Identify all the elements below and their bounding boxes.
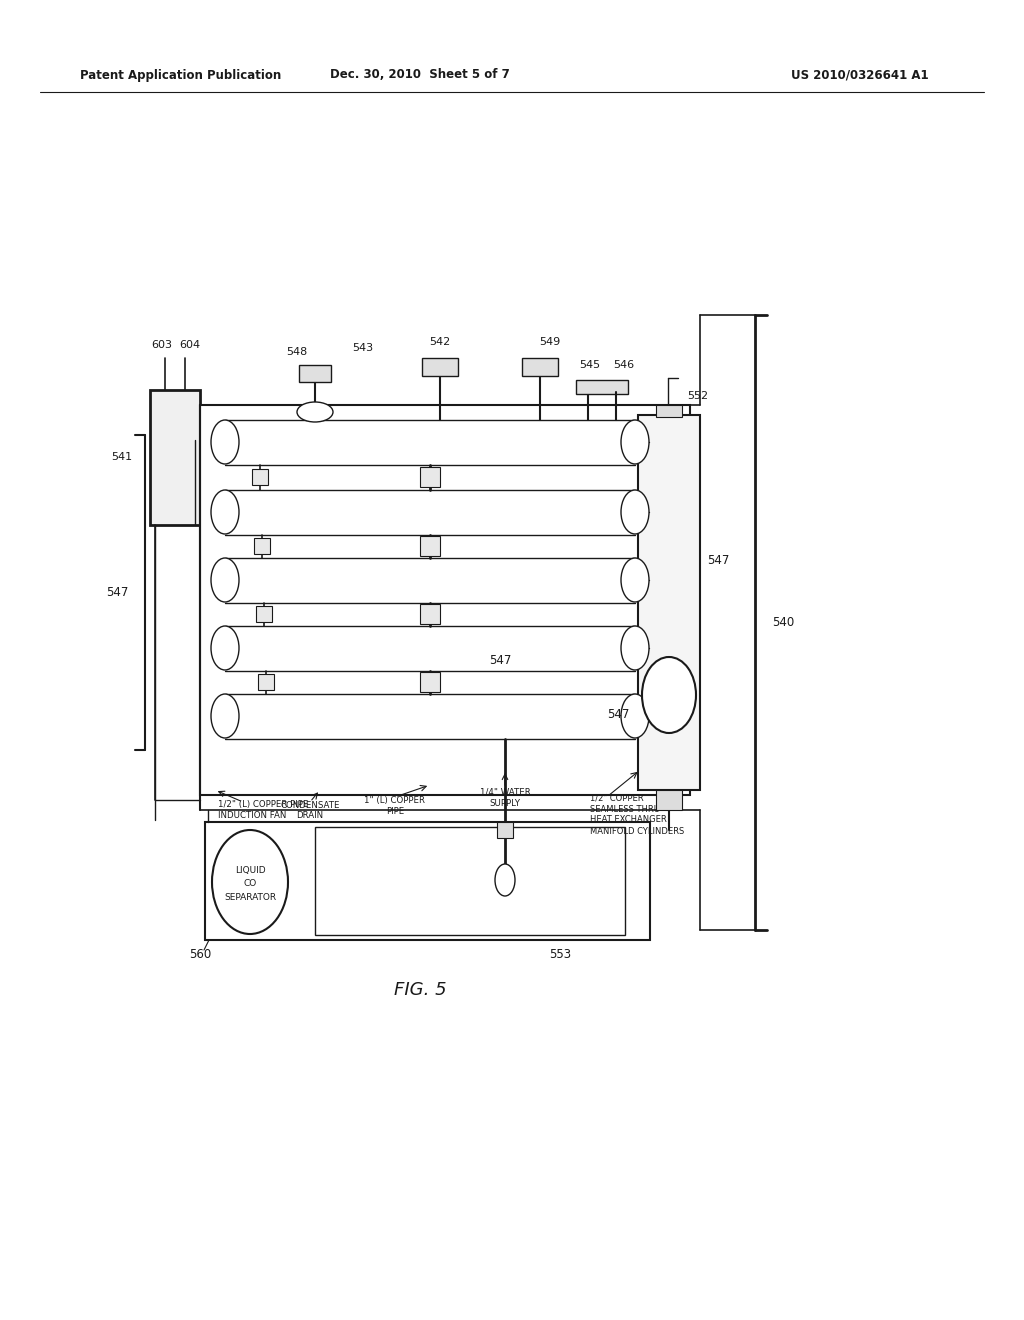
Bar: [299, 366, 331, 381]
Ellipse shape: [211, 490, 239, 535]
Bar: [422, 358, 458, 376]
Text: Patent Application Publication: Patent Application Publication: [80, 69, 282, 82]
Ellipse shape: [212, 830, 288, 935]
Text: INDUCTION FAN: INDUCTION FAN: [218, 812, 287, 821]
Text: 603: 603: [152, 341, 172, 350]
Bar: [497, 822, 513, 838]
Ellipse shape: [621, 694, 649, 738]
Text: DRAIN: DRAIN: [296, 812, 324, 821]
Ellipse shape: [621, 558, 649, 602]
Text: 547: 547: [488, 653, 511, 667]
Ellipse shape: [211, 694, 239, 738]
Text: 542: 542: [429, 337, 451, 347]
Ellipse shape: [621, 626, 649, 671]
Ellipse shape: [495, 865, 515, 896]
Text: 545: 545: [580, 360, 600, 370]
Text: FIG. 5: FIG. 5: [393, 981, 446, 999]
Bar: [638, 414, 700, 789]
Bar: [256, 606, 272, 622]
Text: 547: 547: [607, 709, 629, 722]
Ellipse shape: [211, 420, 239, 465]
Text: SUPPLY: SUPPLY: [489, 799, 520, 808]
Text: SEPARATOR: SEPARATOR: [224, 894, 276, 903]
Bar: [254, 539, 270, 554]
Bar: [420, 536, 440, 556]
Bar: [656, 789, 682, 810]
Bar: [420, 467, 440, 487]
Bar: [575, 380, 628, 393]
Text: Dec. 30, 2010  Sheet 5 of 7: Dec. 30, 2010 Sheet 5 of 7: [330, 69, 510, 82]
Bar: [420, 605, 440, 624]
Bar: [205, 822, 650, 940]
Ellipse shape: [211, 558, 239, 602]
Ellipse shape: [297, 403, 333, 422]
Text: 1/2" (L) COPPER PIPE: 1/2" (L) COPPER PIPE: [218, 800, 308, 809]
Text: 547: 547: [105, 586, 128, 599]
Text: 1/2" COPPER: 1/2" COPPER: [590, 793, 644, 803]
Text: US 2010/0326641 A1: US 2010/0326641 A1: [792, 69, 929, 82]
Ellipse shape: [211, 626, 239, 671]
Bar: [252, 469, 268, 484]
Bar: [315, 828, 625, 935]
Text: 1" (L) COPPER: 1" (L) COPPER: [365, 796, 426, 804]
Text: HEAT EXCHANGER: HEAT EXCHANGER: [590, 816, 667, 825]
Text: 547: 547: [707, 553, 729, 566]
Text: 546: 546: [613, 360, 635, 370]
Text: 548: 548: [287, 347, 307, 356]
Bar: [656, 405, 682, 417]
Text: 553: 553: [549, 948, 571, 961]
Bar: [420, 672, 440, 692]
Ellipse shape: [642, 657, 696, 733]
Text: CO: CO: [244, 879, 257, 888]
Text: SEAMLESS THRU: SEAMLESS THRU: [590, 804, 659, 813]
Text: 604: 604: [179, 341, 201, 350]
Text: 1/4" WATER: 1/4" WATER: [479, 788, 530, 796]
Text: 552: 552: [687, 391, 709, 401]
Text: 540: 540: [772, 616, 795, 630]
Text: 541: 541: [111, 451, 132, 462]
Text: 543: 543: [352, 343, 374, 352]
Text: MANIFOLD CYLINDERS: MANIFOLD CYLINDERS: [590, 826, 684, 836]
Text: PIPE: PIPE: [386, 808, 404, 817]
Bar: [150, 389, 200, 525]
Bar: [258, 675, 274, 690]
Text: CONDENSATE: CONDENSATE: [281, 800, 340, 809]
Ellipse shape: [621, 490, 649, 535]
Ellipse shape: [621, 420, 649, 465]
Text: LIQUID: LIQUID: [234, 866, 265, 874]
Bar: [200, 405, 690, 795]
Text: 560: 560: [188, 948, 211, 961]
Text: 549: 549: [540, 337, 560, 347]
Bar: [522, 358, 558, 376]
